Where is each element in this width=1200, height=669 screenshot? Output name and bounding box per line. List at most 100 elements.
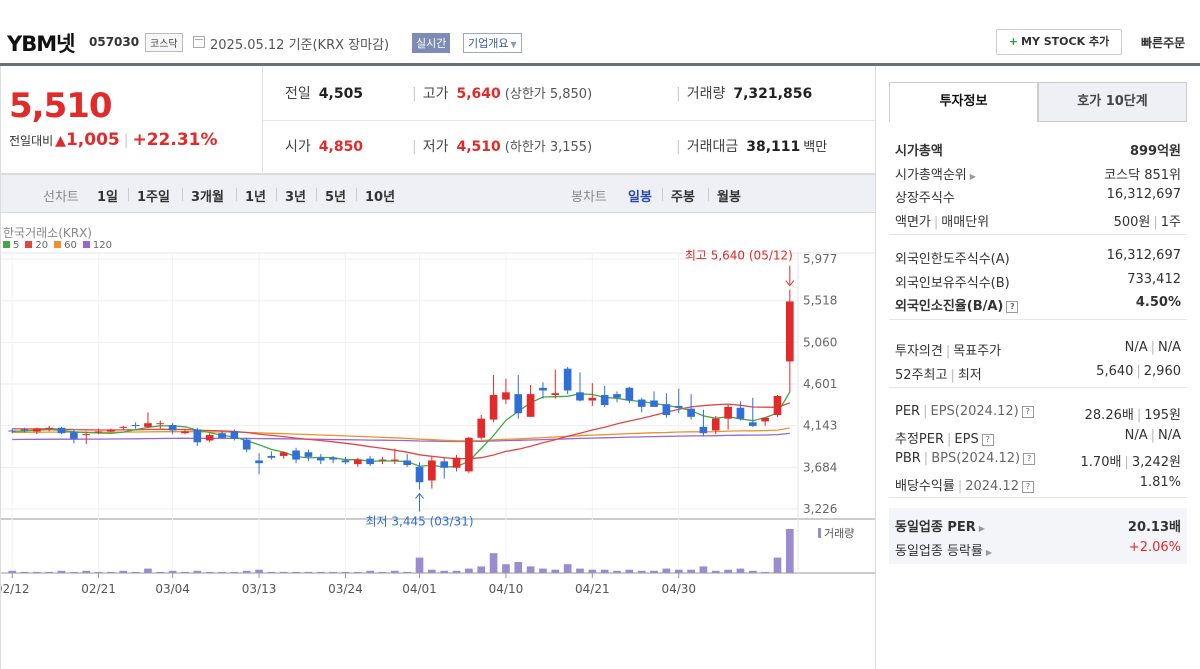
divider: | bbox=[1150, 340, 1155, 355]
eps-value: 195원 bbox=[1144, 408, 1181, 423]
volume-bar bbox=[662, 568, 671, 573]
peer-per-value: 20.13배 bbox=[1127, 520, 1181, 535]
candle-monthly[interactable]: 월봉 bbox=[717, 190, 741, 205]
par-value-text: 500원 bbox=[1113, 214, 1151, 230]
candle-body bbox=[119, 426, 128, 428]
opinion-label-text: 투자의견 bbox=[895, 344, 943, 359]
divider: | bbox=[412, 86, 417, 102]
info-tabs: 투자정보 호가 10단계 bbox=[889, 82, 1187, 122]
volume-bar bbox=[428, 569, 436, 573]
candle-body bbox=[353, 459, 362, 465]
volume-bar bbox=[8, 570, 16, 573]
volume-label: 거래량 bbox=[686, 86, 726, 102]
peer-per-label-text: 동일업종 PER bbox=[895, 520, 976, 535]
volume-bar bbox=[70, 571, 78, 573]
bps-label: BPS(2024.12) bbox=[931, 451, 1021, 466]
w52-value: 5,640 | 2,960 bbox=[1096, 364, 1181, 379]
candle-body bbox=[45, 427, 54, 429]
chevron-right-icon: ▶ bbox=[969, 171, 976, 181]
candle-body bbox=[786, 301, 794, 362]
volume-bar bbox=[131, 571, 140, 573]
candle-body bbox=[329, 457, 337, 460]
tab-orderbook[interactable]: 호가 10단계 bbox=[1038, 82, 1187, 122]
foreign-group: 외국인한도주식수(A) 16,312,697 외국인보유주식수(B) 733,412… bbox=[889, 244, 1187, 320]
divider bbox=[356, 188, 357, 201]
market-cap-group: 시가총액 899억원 시가총액순위 ▶ 코스닥 851위 상장주식수 16,312,69… bbox=[889, 136, 1187, 235]
pbr-label: PBR | BPS(2024.12)? bbox=[895, 451, 1036, 466]
high-value: 5,640 bbox=[456, 86, 501, 102]
divider: | bbox=[412, 139, 417, 155]
period-1w[interactable]: 1주일 bbox=[137, 190, 170, 205]
x-tick-label: 04/21 bbox=[575, 582, 610, 596]
foreign-hold-value: 733,412 bbox=[1127, 271, 1181, 287]
realtime-button[interactable]: 실시간 bbox=[412, 33, 451, 53]
chevron-down-icon: ▼ bbox=[510, 40, 517, 49]
candle-body bbox=[242, 439, 251, 450]
period-3m[interactable]: 3개월 bbox=[191, 190, 224, 205]
candle-body bbox=[724, 406, 732, 419]
tab-invest-info[interactable]: 투자정보 bbox=[889, 82, 1038, 122]
period-3y[interactable]: 3년 bbox=[285, 190, 307, 205]
per-value-text: 28.26배 bbox=[1084, 408, 1134, 423]
volume-bar bbox=[316, 571, 325, 573]
period-5y[interactable]: 5년 bbox=[325, 190, 347, 205]
divider: | bbox=[676, 86, 681, 102]
volume-bar bbox=[563, 564, 572, 573]
candle-body bbox=[403, 460, 411, 466]
amount-unit: 백만 bbox=[803, 140, 828, 155]
volume-bar bbox=[440, 570, 449, 573]
volume-bar bbox=[33, 571, 41, 573]
period-10y[interactable]: 10년 bbox=[365, 190, 396, 205]
divider bbox=[128, 188, 129, 201]
help-icon[interactable]: ? bbox=[981, 433, 994, 446]
period-1y[interactable]: 1년 bbox=[245, 190, 267, 205]
candle-body bbox=[452, 457, 461, 468]
candle-daily[interactable]: 일봉 bbox=[628, 190, 652, 205]
candle-body bbox=[600, 395, 609, 406]
quick-order-button[interactable]: 빠른주문 bbox=[1141, 36, 1186, 50]
divider: | bbox=[1136, 408, 1142, 423]
add-my-stock-button[interactable]: + MY STOCK 추가 bbox=[996, 29, 1122, 55]
period-1d[interactable]: 1일 bbox=[97, 190, 119, 205]
divider: | bbox=[945, 344, 951, 359]
peer-rate-row[interactable]: 동일업종 등락률 ▶ +2.06% bbox=[889, 536, 1187, 560]
divider bbox=[316, 188, 317, 201]
volume-bar bbox=[378, 571, 387, 573]
candle-body bbox=[341, 460, 350, 463]
current-price: 5,510 bbox=[9, 86, 113, 126]
volume-bar bbox=[218, 571, 226, 573]
candle-body bbox=[316, 457, 325, 461]
candle-body bbox=[366, 458, 374, 465]
candle-weekly[interactable]: 주봉 bbox=[671, 190, 695, 205]
divider bbox=[236, 188, 237, 201]
shares-label: 상장주식수 bbox=[895, 191, 955, 206]
help-icon[interactable]: ? bbox=[1023, 453, 1036, 465]
candle-body bbox=[551, 393, 560, 396]
cap-rank-row[interactable]: 시가총액순위 ▶ 코스닥 851위 bbox=[889, 160, 1187, 184]
candle-body bbox=[588, 397, 597, 401]
par-label-text: 액면가 bbox=[895, 214, 931, 230]
shares-row: 상장주식수 16,312,697 bbox=[889, 183, 1187, 207]
est-per-row: 추정PER | EPS? N/A | N/A bbox=[889, 424, 1187, 448]
trade-unit-value: 1주 bbox=[1160, 214, 1181, 230]
candle-body bbox=[168, 425, 177, 431]
candle-body bbox=[711, 418, 720, 431]
volume-legend-label: 거래량 bbox=[824, 527, 854, 540]
candle-body bbox=[465, 437, 473, 472]
candle-body bbox=[539, 387, 547, 391]
peer-per-row[interactable]: 동일업종 PER ▶ 20.13배 bbox=[889, 512, 1187, 536]
divider: | bbox=[923, 404, 928, 419]
company-overview-dropdown[interactable]: 기업개요 ▼ bbox=[463, 33, 522, 53]
help-icon[interactable]: ? bbox=[1021, 480, 1034, 493]
volume-bar bbox=[761, 571, 769, 573]
divider: | bbox=[1150, 427, 1155, 443]
help-icon[interactable]: ? bbox=[1006, 301, 1019, 313]
help-icon[interactable]: ? bbox=[1021, 406, 1034, 418]
candle-body bbox=[748, 422, 757, 426]
volume-bar bbox=[45, 571, 54, 573]
legend-label: 120 bbox=[92, 240, 112, 251]
volume-bar bbox=[625, 569, 634, 573]
dividend-label-text: 배당수익률 bbox=[895, 478, 955, 494]
volume-cell: | 거래량 7,321,856 bbox=[676, 83, 812, 103]
candle-body bbox=[82, 434, 91, 436]
